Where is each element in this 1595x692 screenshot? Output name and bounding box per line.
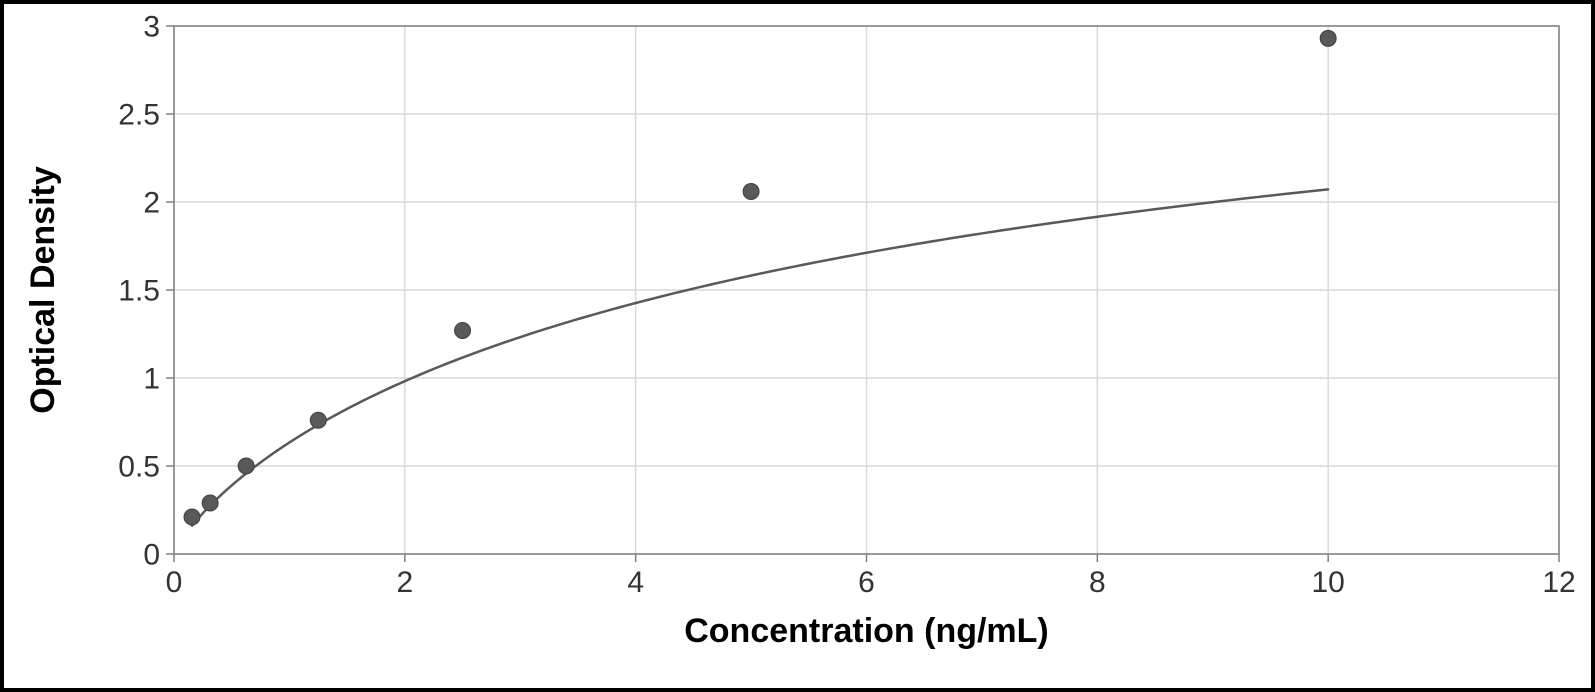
data-point	[238, 458, 254, 474]
data-point	[310, 412, 326, 428]
y-tick-label: 3	[143, 11, 160, 44]
x-tick-label: 8	[1089, 566, 1106, 599]
chart-frame: 0 2 4 6 8 10 12 0 0.5 1 1.5 2 2.5 3 Concentration (ng/…	[0, 0, 1595, 692]
y-axis-label: Optical Density	[24, 166, 62, 414]
data-point	[455, 322, 471, 338]
y-tick-label: 0.5	[118, 451, 160, 484]
x-tick-label: 10	[1311, 566, 1344, 599]
data-point	[202, 495, 218, 511]
x-tick-label: 4	[627, 566, 644, 599]
data-point	[1320, 30, 1336, 46]
data-point	[743, 183, 759, 199]
x-tick-label: 12	[1542, 566, 1575, 599]
x-axis-label: Concentration (ng/mL)	[684, 612, 1049, 650]
chart-container: 0 2 4 6 8 10 12 0 0.5 1 1.5 2 2.5 3 Concentration (ng/…	[4, 4, 1591, 688]
chart-svg: 0 2 4 6 8 10 12 0 0.5 1 1.5 2 2.5 3 Concentration (ng/…	[4, 4, 1591, 688]
data-point	[184, 509, 200, 525]
y-tick-label: 1.5	[118, 275, 160, 308]
y-tick-label: 0	[143, 539, 160, 572]
x-tick-label: 2	[396, 566, 413, 599]
y-tick-label: 2	[143, 187, 160, 220]
x-tick-label: 0	[166, 566, 183, 599]
y-tick-label: 1	[143, 363, 160, 396]
y-tick-label: 2.5	[118, 99, 160, 132]
x-tick-label: 6	[858, 566, 875, 599]
